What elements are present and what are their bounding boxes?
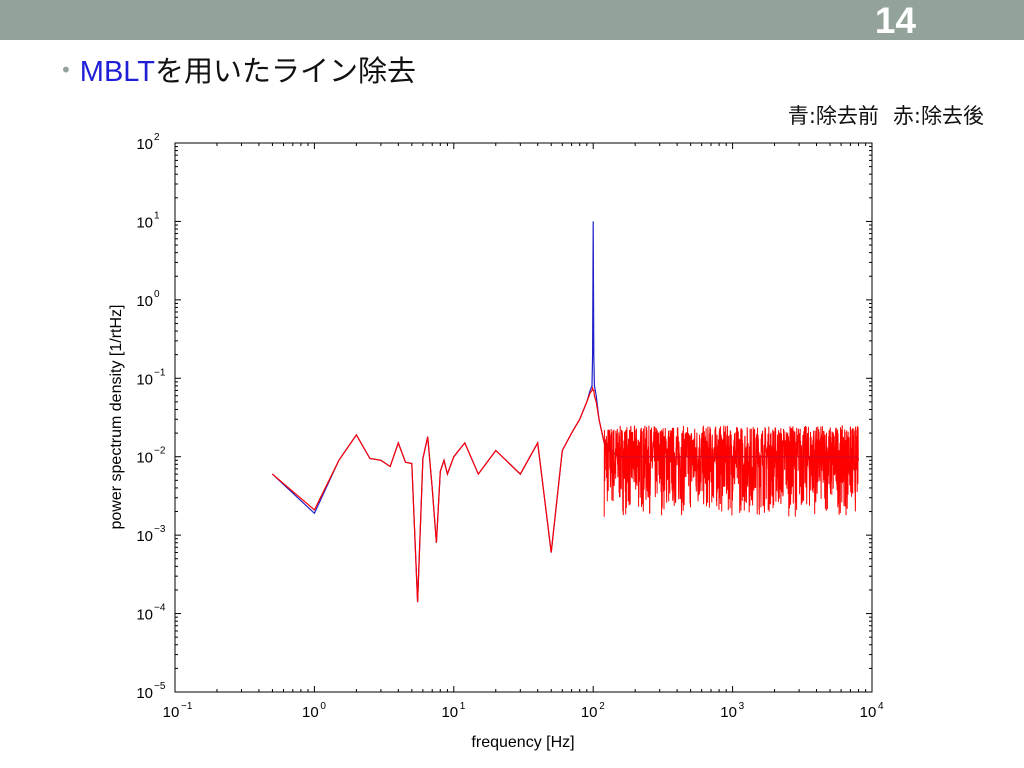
x-tick-label: 10 2 — [581, 701, 605, 721]
svg-text:10: 10 — [136, 528, 153, 545]
svg-text:10: 10 — [136, 293, 153, 310]
svg-text:10: 10 — [720, 704, 737, 721]
color-legend-note: 青:除去前 赤:除去後 — [788, 100, 984, 130]
svg-text:10: 10 — [136, 214, 153, 231]
x-tick-label: 10 0 — [302, 701, 326, 721]
x-tick-label: 10 −1 — [163, 701, 193, 721]
svg-text:4: 4 — [878, 701, 884, 712]
y-tick-label: 10 −2 — [136, 446, 166, 467]
svg-text:10: 10 — [163, 704, 180, 721]
svg-text:10: 10 — [860, 704, 877, 721]
series-before-line — [271, 221, 859, 603]
svg-text:2: 2 — [154, 132, 160, 143]
legend-red-note: 赤:除去後 — [892, 104, 984, 128]
header-bar: 14 — [0, 0, 1024, 41]
x-axis-label: frequency [Hz] — [471, 734, 574, 751]
y-tick-label: 10 1 — [136, 210, 160, 231]
svg-text:0: 0 — [154, 289, 160, 300]
svg-text:−5: −5 — [154, 681, 166, 692]
series-after-line — [272, 385, 859, 603]
svg-text:−2: −2 — [154, 446, 166, 457]
axis-ticks: 10 −1 10 0 10 1 10 2 10 3 10 410 −510 −410 −310 −210 −11… — [136, 132, 884, 721]
bullet-icon: • — [60, 58, 72, 82]
legend-blue-note: 青:除去前 — [787, 104, 879, 128]
y-tick-label: 10 −3 — [136, 524, 166, 545]
y-tick-label: 10 −4 — [136, 603, 166, 624]
svg-text:10: 10 — [441, 704, 458, 721]
svg-text:10: 10 — [302, 704, 319, 721]
svg-text:10: 10 — [136, 136, 153, 153]
svg-text:10: 10 — [136, 607, 153, 624]
plot-frame — [174, 142, 873, 693]
y-tick-label: 10 −1 — [136, 367, 166, 388]
svg-text:10: 10 — [136, 685, 153, 702]
svg-text:−4: −4 — [154, 603, 166, 614]
svg-text:1: 1 — [460, 701, 466, 712]
svg-text:3: 3 — [739, 701, 745, 712]
svg-text:10: 10 — [136, 450, 153, 467]
slide-heading: • MBLTを用いたライン除去 — [60, 52, 416, 93]
svg-text:0: 0 — [320, 701, 326, 712]
x-tick-label: 10 3 — [720, 701, 744, 721]
svg-text:−3: −3 — [154, 524, 166, 535]
svg-text:−1: −1 — [154, 367, 166, 378]
svg-text:−1: −1 — [181, 701, 193, 712]
svg-text:1: 1 — [154, 210, 160, 221]
y-tick-label: 10 0 — [136, 289, 160, 310]
y-tick-label: 10 2 — [136, 132, 160, 153]
page-number: 14 — [874, 0, 916, 41]
x-tick-label: 10 4 — [860, 701, 884, 721]
y-tick-label: 10 −5 — [136, 681, 166, 702]
svg-text:10: 10 — [136, 371, 153, 388]
heading-accent: MBLT — [79, 56, 155, 88]
y-axis-label: power spectrum density [1/rtHz] — [108, 305, 125, 530]
svg-text:2: 2 — [599, 701, 605, 712]
heading-text: を用いたライン除去 — [155, 54, 417, 88]
noise-band-trace — [603, 425, 859, 517]
svg-text:10: 10 — [581, 704, 598, 721]
x-tick-label: 10 1 — [441, 701, 465, 721]
plot-curves — [271, 221, 859, 603]
